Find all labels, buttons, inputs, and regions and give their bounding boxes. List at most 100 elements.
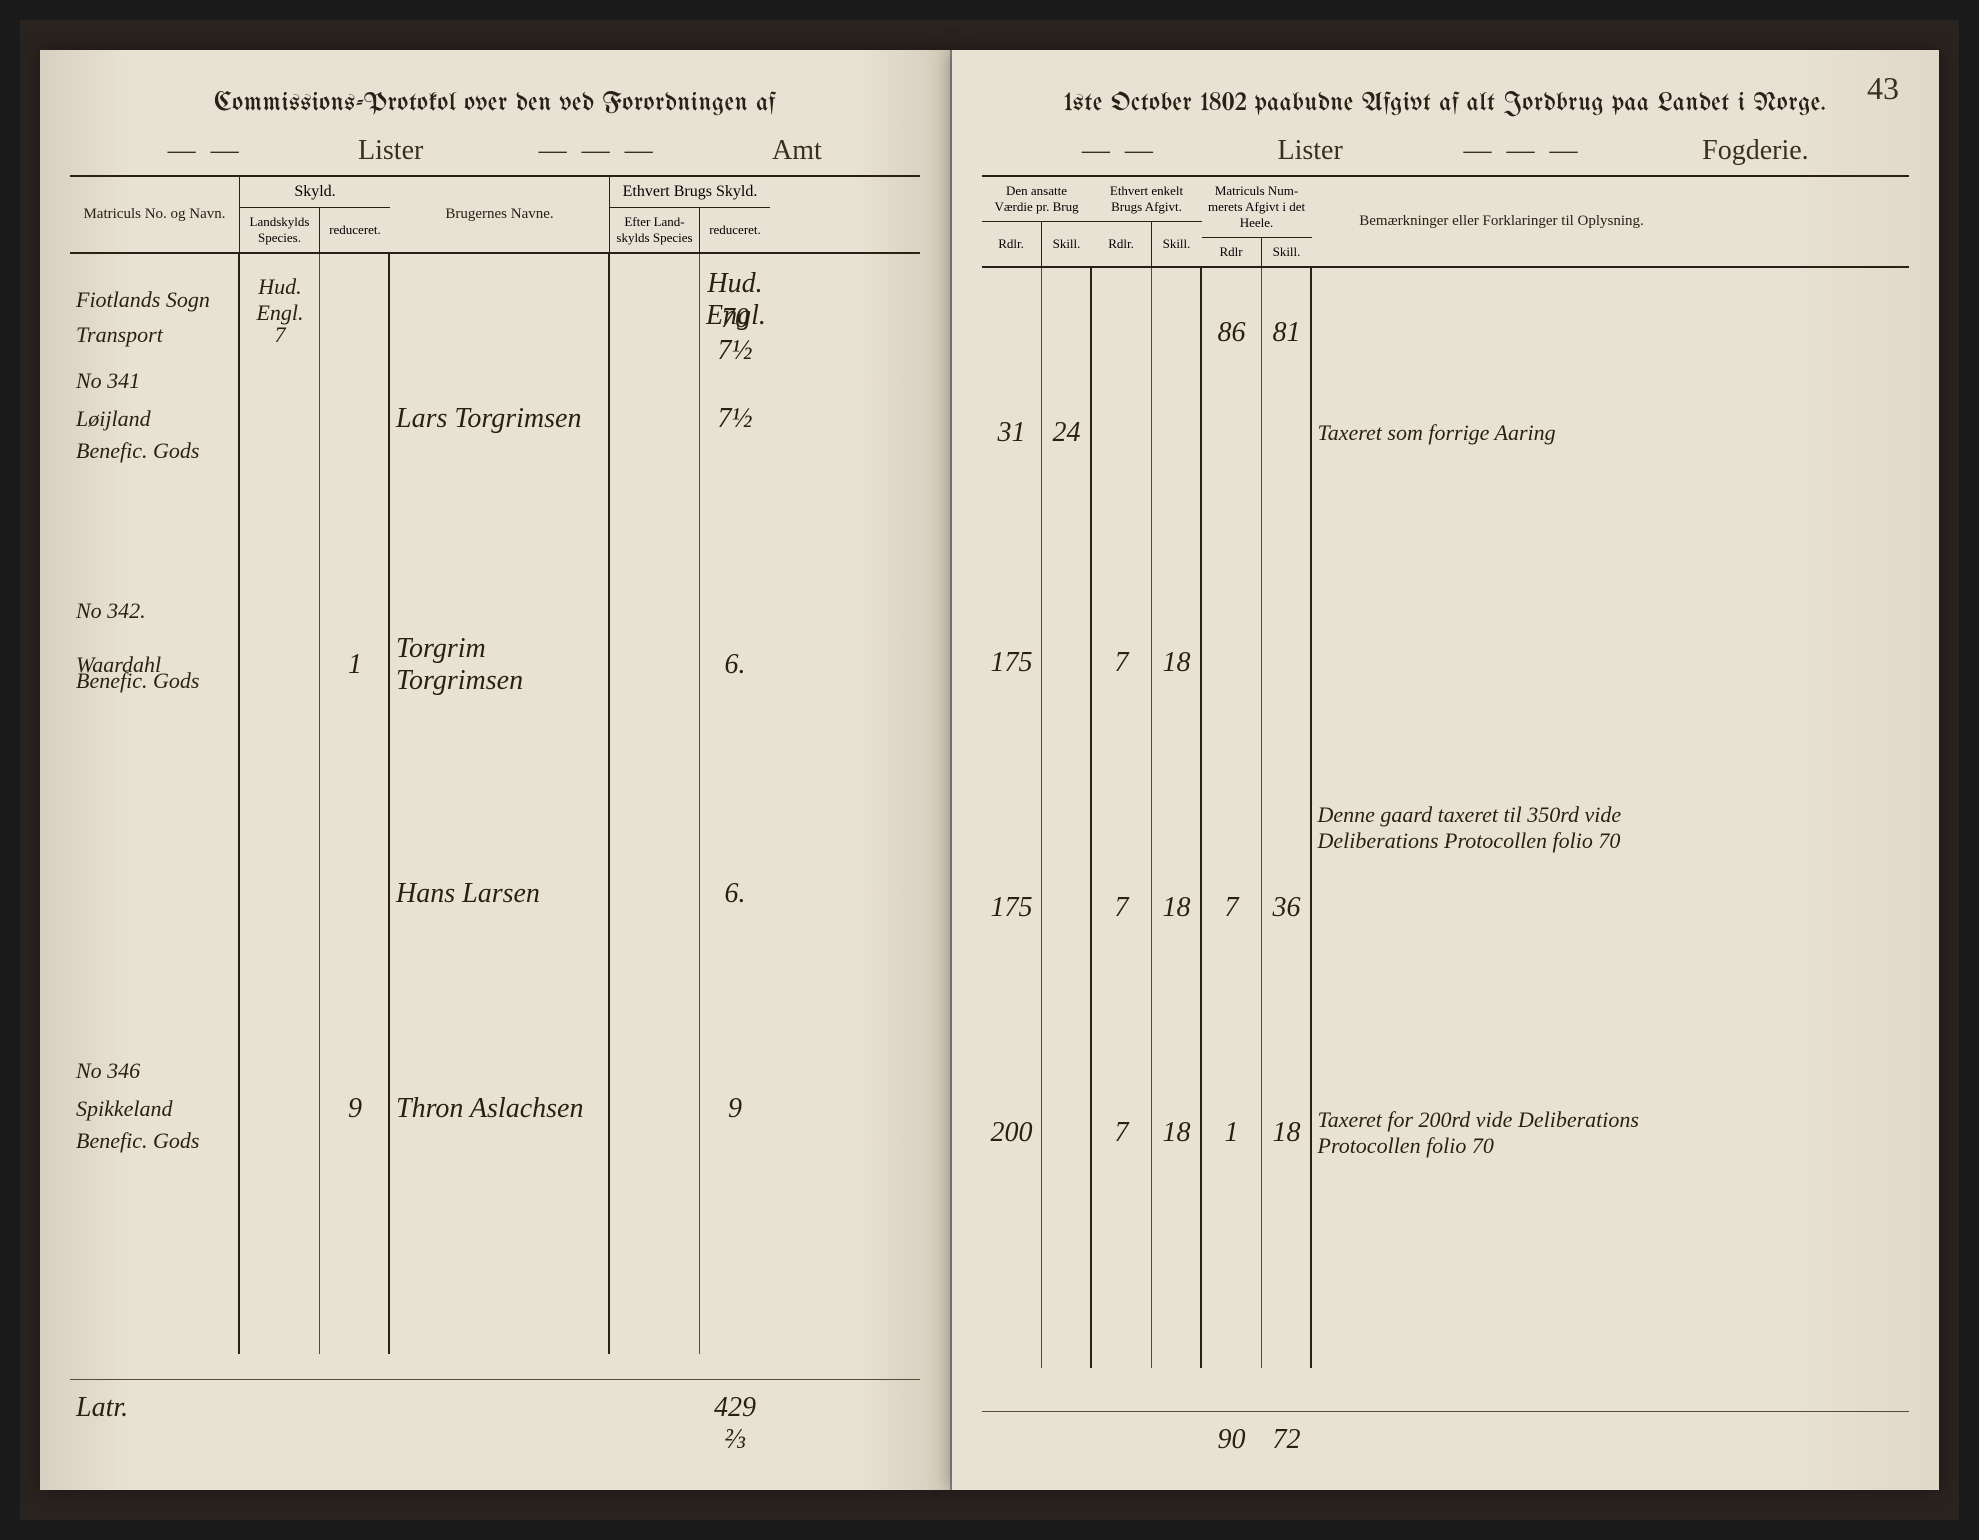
table-row: 175718736	[982, 888, 1909, 928]
th-skyld-group: Skyld. Landskylds Species. reduceret.	[240, 177, 390, 252]
table-row: No 342.	[70, 594, 920, 628]
region-right: Lister	[1278, 135, 1343, 167]
right-page: 43 1ste October 1802 paabudne Afgivt af …	[952, 50, 1939, 1490]
cell-n2	[1262, 659, 1312, 667]
cell-n1: 1	[1202, 1113, 1262, 1153]
cell-bemerk: Taxeret som forrige Aaring	[1312, 416, 1692, 450]
cell-v2: 24	[1042, 413, 1092, 453]
cell-brugere	[390, 377, 610, 385]
cell-skyld2	[320, 447, 390, 455]
header-row-right: Den ansatte Værdie pr. Brug Rdlr. Skill.…	[982, 177, 1909, 268]
table-row: 8681	[982, 313, 1909, 353]
cell-brugs2: 7½	[700, 399, 770, 439]
table-row: Benefic. Gods	[70, 434, 920, 468]
title-left: Commissions-Protokol over den ved Forord…	[40, 50, 950, 127]
cell-e2: 18	[1152, 643, 1202, 683]
cell-brugs1	[610, 607, 700, 615]
title-right: 1ste October 1802 paabudne Afgivt af alt…	[952, 50, 1939, 127]
cell-brugs2: 70 7½	[700, 299, 770, 371]
cell-e1: 7	[1092, 643, 1152, 683]
th-bemerk: Bemærkninger eller Forklaringer til Oply…	[1312, 177, 1692, 266]
cell-n2	[1262, 429, 1312, 437]
cell-skyld2	[320, 415, 390, 423]
table-row: Transport770 7½	[70, 299, 920, 371]
cell-brugs1	[610, 1105, 700, 1113]
page-number: 43	[1867, 70, 1899, 107]
cell-skyld1	[240, 377, 320, 385]
cell-skyld1	[240, 415, 320, 423]
table-body-right: 86813124Taxeret som forrige Aaring175718…	[982, 268, 1909, 1368]
cell-skyld2	[320, 1137, 390, 1145]
cell-e2: 18	[1152, 1113, 1202, 1153]
cell-skyld2	[320, 331, 390, 339]
cell-n2	[1262, 824, 1312, 832]
cell-skyld2	[320, 1067, 390, 1075]
cell-v2	[1042, 329, 1092, 337]
fogderie-label: Fogderie.	[1702, 135, 1809, 167]
cell-skyld2	[320, 377, 390, 385]
cell-skyld1	[240, 607, 320, 615]
subtitle-left: — — Lister — — — Amt	[70, 127, 920, 177]
header-row-left: Matriculs No. og Navn. Skyld. Landskylds…	[70, 177, 920, 254]
th-nummer: Matriculs Num-merets Afgivt i det Heele.…	[1202, 177, 1312, 266]
table-row: 175 718	[982, 643, 1909, 683]
cell-e1	[1092, 329, 1152, 337]
cell-brugs1	[610, 415, 700, 423]
cell-v1: 175	[982, 643, 1042, 683]
th-brugere: Brugernes Navne.	[390, 177, 610, 252]
cell-matricul: No 341	[70, 364, 240, 398]
cell-v2	[1042, 824, 1092, 832]
cell-brugere: Lars Torgrimsen	[390, 399, 610, 439]
cell-brugere	[390, 331, 610, 339]
cell-e1	[1092, 429, 1152, 437]
region-left: Lister	[358, 135, 423, 167]
cell-matricul: Benefic. Gods	[70, 434, 240, 468]
cell-e2	[1152, 429, 1202, 437]
cell-matricul: No 342.	[70, 594, 240, 628]
cell-matricul: Transport	[70, 318, 240, 352]
cell-matricul: No 346	[70, 1054, 240, 1088]
cell-brugs1	[610, 377, 700, 385]
cell-bemerk: Taxeret for 200rd vide Deliberations Pro…	[1312, 1103, 1692, 1163]
cell-skyld1	[240, 1105, 320, 1113]
cell-v1: 31	[982, 413, 1042, 453]
cell-brugs2: 6.	[700, 874, 770, 914]
table-row: No 341	[70, 364, 920, 398]
cell-brugere: Hans Larsen	[390, 874, 610, 914]
cell-e2	[1152, 329, 1202, 337]
cell-n1: 86	[1202, 313, 1262, 353]
th-enkelt: Ethvert enkelt Brugs Afgivt. Rdlr. Skill…	[1092, 177, 1202, 266]
cell-v1	[982, 329, 1042, 337]
footer-right: 90 72	[982, 1411, 1909, 1460]
cell-skyld2	[320, 890, 390, 898]
cell-brugs2	[700, 447, 770, 455]
cell-brugs1	[610, 331, 700, 339]
cell-brugere	[390, 1137, 610, 1145]
cell-skyld1	[240, 1137, 320, 1145]
table-row: 200718118Taxeret for 200rd vide Delibera…	[982, 1103, 1909, 1163]
cell-brugere	[390, 447, 610, 455]
cell-brugs1	[610, 447, 700, 455]
cell-e2: 18	[1152, 888, 1202, 928]
cell-n1	[1202, 429, 1262, 437]
table-row: Benefic. Gods	[70, 664, 920, 698]
cell-skyld1	[240, 1067, 320, 1075]
table-row: No 346	[70, 1054, 920, 1088]
cell-matricul: Spikkeland	[70, 1092, 240, 1126]
th-matricul: Matriculs No. og Navn.	[70, 177, 240, 252]
cell-v1: 200	[982, 1113, 1042, 1153]
cell-brugere	[390, 677, 610, 685]
table-row: Hans Larsen 6.	[70, 874, 920, 914]
cell-skyld2: 9	[320, 1089, 390, 1129]
cell-brugere	[390, 607, 610, 615]
table-row: 3124 Taxeret som forrige Aaring	[982, 413, 1909, 453]
cell-brugs2	[700, 1067, 770, 1075]
cell-brugere: Thron Aslachsen	[390, 1089, 610, 1129]
book-spread: Commissions-Protokol over den ved Forord…	[20, 20, 1959, 1520]
cell-brugs1	[610, 1137, 700, 1145]
cell-e1: 7	[1092, 1113, 1152, 1153]
cell-v2	[1042, 659, 1092, 667]
cell-bemerk	[1312, 329, 1692, 337]
cell-brugs1	[610, 1067, 700, 1075]
table-body-left: Fiotlands SognHud. Engl.Hud. Engl.Transp…	[70, 254, 920, 1354]
